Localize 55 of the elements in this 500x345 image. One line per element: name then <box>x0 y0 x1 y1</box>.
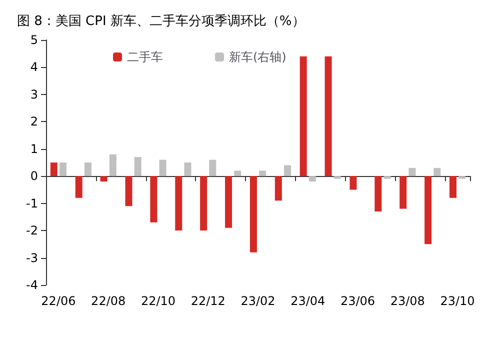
bar <box>134 157 142 176</box>
bar <box>234 170 242 176</box>
bar <box>274 176 282 201</box>
x-tick-label: 23/02 <box>240 294 276 308</box>
bar <box>109 154 116 176</box>
bar <box>324 56 332 176</box>
bar <box>374 176 382 212</box>
bar <box>449 176 456 198</box>
x-tick-label: 23/04 <box>290 294 326 308</box>
bar <box>60 162 67 176</box>
bar <box>125 176 132 206</box>
bar <box>250 176 257 252</box>
bar <box>175 176 182 231</box>
legend-label: 新车(右轴) <box>229 50 286 64</box>
bar <box>150 176 158 222</box>
bar <box>384 176 391 179</box>
bar <box>308 176 316 182</box>
bar <box>100 176 108 182</box>
y-tick-label: 4 <box>30 60 38 74</box>
bar <box>259 170 266 176</box>
bar <box>434 168 441 176</box>
x-tick-label: 22/12 <box>190 294 226 308</box>
x-tick-label: 23/10 <box>440 294 475 308</box>
x-tick-label: 22/08 <box>91 294 126 308</box>
y-tick-label: 1 <box>30 142 38 156</box>
y-tick-label: -1 <box>26 196 38 210</box>
y-tick-label: 2 <box>30 114 38 129</box>
bar <box>200 176 208 231</box>
y-tick-label: 5 <box>30 33 38 47</box>
y-tick-label: 3 <box>30 87 38 102</box>
y-tick-label: -3 <box>26 250 38 265</box>
x-tick-label: 23/08 <box>390 294 425 308</box>
y-tick-label: 0 <box>30 169 38 184</box>
x-tick-label: 22/06 <box>41 294 76 308</box>
legend-label: 二手车 <box>127 50 163 64</box>
bar <box>225 176 232 228</box>
x-tick-label: 22/10 <box>140 294 176 308</box>
bar <box>458 176 466 179</box>
bar <box>84 162 92 176</box>
bar <box>159 160 166 176</box>
bar <box>334 176 341 179</box>
bar <box>284 165 291 176</box>
bar <box>400 176 407 209</box>
bar <box>75 176 82 198</box>
y-tick-label: -4 <box>26 278 38 292</box>
bar <box>300 56 307 176</box>
bar <box>408 168 416 176</box>
bar <box>184 162 192 176</box>
chart-title: 图 8：美国 CPI 新车、二手车分项季调环比（%） <box>17 13 305 29</box>
bar <box>50 162 58 176</box>
y-tick-label: -2 <box>26 224 38 238</box>
bar <box>424 176 432 244</box>
bar <box>350 176 357 190</box>
bar <box>209 160 216 176</box>
x-tick-label: 23/06 <box>340 294 376 308</box>
